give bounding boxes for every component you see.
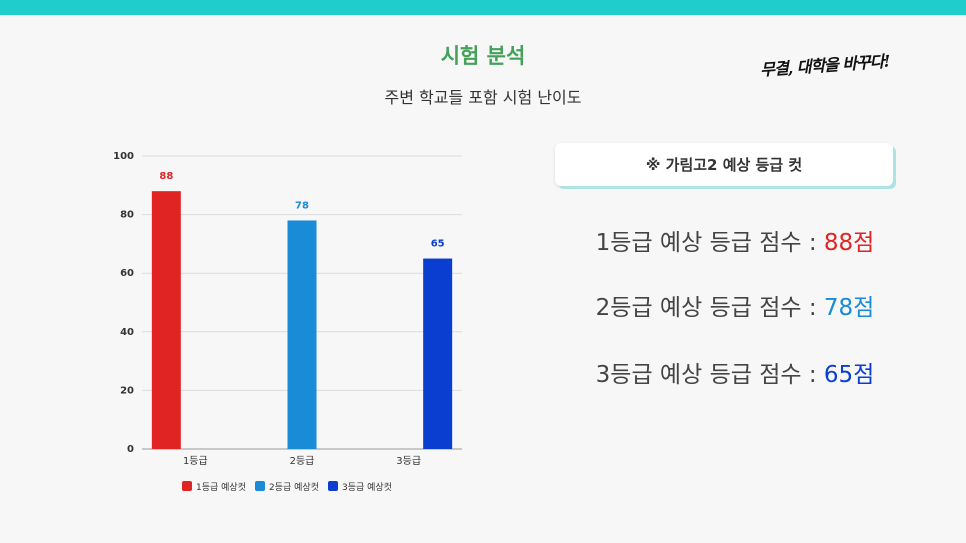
page-subtitle: 주변 학교들 포함 시험 난이도 (384, 88, 582, 107)
bar (423, 258, 453, 449)
score-label-3: 3등급 예상 등급 점수 : (595, 362, 824, 388)
legend-swatch (255, 481, 265, 491)
grade-cut-chart: 0 20 40 60 80 100 88 78 65 1등급 2등급 3등급 1등급 예상컷 2등급 예상… (113, 151, 462, 493)
legend-swatch (328, 481, 338, 491)
score-line-3: 3등급 예상 등급 점수 : 65점 (520, 355, 950, 389)
x-tick-label: 1등급 (183, 455, 208, 467)
y-tick-label: 0 (127, 444, 134, 455)
y-tick-label: 80 (120, 210, 134, 221)
bar (287, 220, 317, 449)
score-line-1: 1등급 예상 등급 점수 : 88점 (520, 223, 950, 257)
score-label-2: 2등급 예상 등급 점수 : (595, 295, 824, 321)
score-value-2: 78점 (823, 295, 875, 321)
bar-data-label: 88 (159, 171, 173, 182)
top-accent-bar (0, 0, 966, 15)
legend-label: 3등급 예상컷 (342, 482, 392, 493)
x-tick-label: 2등급 (290, 455, 315, 467)
score-label-1: 1등급 예상 등급 점수 : (595, 230, 824, 256)
grade-cut-card-label: ※ 가림고2 예상 등급 컷 (645, 156, 803, 174)
score-value-1: 88점 (823, 230, 875, 256)
legend-swatch (182, 481, 192, 491)
legend-label: 1등급 예상컷 (196, 482, 246, 493)
legend-label: 2등급 예상컷 (269, 482, 319, 493)
y-tick-label: 100 (113, 151, 134, 162)
grade-cut-card: ※ 가림고2 예상 등급 컷 (555, 143, 893, 186)
y-tick-label: 60 (120, 268, 134, 279)
y-tick-label: 40 (120, 327, 134, 338)
y-tick-label: 20 (120, 385, 134, 396)
score-value-3: 65점 (823, 362, 875, 388)
x-tick-label: 3등급 (396, 455, 421, 467)
score-line-2: 2등급 예상 등급 점수 : 78점 (520, 288, 950, 322)
bar-data-label: 78 (295, 200, 309, 211)
bar-data-label: 65 (431, 239, 445, 250)
page-title: 시험 분석 (440, 44, 526, 68)
bar (151, 191, 181, 449)
